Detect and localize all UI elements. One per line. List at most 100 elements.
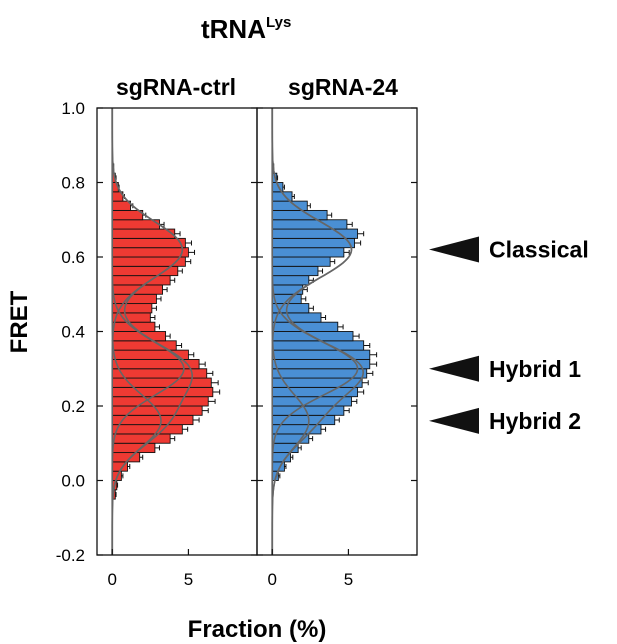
- error-bar: [354, 240, 362, 246]
- histogram-bar: [111, 256, 186, 267]
- y-tick-label: 0.2: [61, 397, 85, 416]
- y-tick-label: 1.0: [61, 99, 85, 118]
- chart-title: tRNALys: [201, 14, 291, 44]
- error-bar: [308, 436, 314, 442]
- error-bar: [115, 491, 117, 497]
- histogram-bar: [271, 247, 345, 258]
- error-bar: [327, 212, 333, 218]
- error-bar: [185, 240, 192, 246]
- histogram-bar: [271, 256, 331, 267]
- histogram-bar: [111, 228, 176, 239]
- error-bar: [165, 333, 171, 339]
- error-bar: [211, 380, 219, 386]
- error-bar: [182, 426, 189, 432]
- error-bar: [284, 464, 287, 470]
- histogram-bar: [111, 358, 200, 370]
- error-bar: [366, 370, 374, 376]
- histogram-bar: [111, 200, 131, 211]
- histogram-bar: [271, 237, 355, 249]
- histogram-bar: [271, 321, 339, 332]
- error-bar: [321, 315, 327, 321]
- error-bar: [188, 249, 196, 255]
- y-tick-label: 0.8: [61, 174, 85, 193]
- error-bar: [307, 203, 311, 209]
- error-bar: [321, 426, 327, 432]
- error-bar: [127, 464, 131, 470]
- x-tick-label: 5: [344, 570, 353, 589]
- x-tick-label: 0: [268, 570, 277, 589]
- error-bar: [357, 389, 365, 395]
- chart-title-superscript: Lys: [266, 14, 291, 31]
- error-bar: [121, 473, 124, 479]
- histogram-bar: [111, 424, 183, 435]
- error-bar: [154, 445, 160, 451]
- error-bar: [170, 436, 176, 442]
- histogram-bar: [271, 219, 348, 230]
- error-bar: [188, 352, 195, 358]
- error-bar: [276, 175, 279, 181]
- annotation-label: Hybrid 2: [489, 408, 581, 434]
- error-bar: [150, 315, 156, 321]
- error-bar: [343, 408, 350, 414]
- error-bar: [208, 398, 216, 404]
- histogram-bar: [271, 265, 319, 277]
- error-bar: [162, 287, 168, 293]
- y-tick-label: 0.0: [61, 472, 85, 491]
- histogram-bar: [271, 340, 365, 351]
- error-bar: [317, 268, 324, 274]
- error-bar: [278, 473, 281, 479]
- y-axis-label: FRET: [6, 290, 33, 353]
- histogram-bar: [111, 247, 189, 258]
- error-bar: [206, 370, 214, 376]
- error-bar: [185, 259, 192, 265]
- x-axis-label: Fraction (%): [188, 616, 327, 643]
- error-bar: [177, 268, 183, 274]
- error-bar: [353, 333, 360, 339]
- histogram-bar: [111, 219, 160, 230]
- error-bar: [363, 342, 371, 348]
- error-bar: [357, 231, 365, 237]
- error-bar: [290, 454, 294, 460]
- error-bar: [298, 445, 302, 451]
- histogram-bar: [111, 442, 156, 454]
- error-bar: [193, 417, 200, 423]
- x-axis: 0 5 0 5: [108, 549, 353, 589]
- error-bar: [176, 342, 183, 348]
- histogram-bar: [271, 209, 328, 221]
- x-tick-label: 0: [108, 570, 117, 589]
- error-bar: [202, 408, 209, 414]
- annotation-label: Hybrid 1: [489, 356, 581, 382]
- annotation-arrow: [429, 355, 479, 382]
- error-bar: [308, 305, 314, 311]
- panel-sgrna-ctrl: [96, 107, 258, 556]
- histogram-bar: [271, 312, 322, 323]
- x-tick-label: 5: [184, 570, 193, 589]
- error-bar: [330, 259, 336, 265]
- error-bar: [212, 389, 221, 395]
- histogram-bar: [111, 377, 212, 388]
- fit-curve-total: [271, 108, 365, 555]
- error-bar: [301, 296, 307, 302]
- y-tick-label: -0.2: [56, 546, 85, 565]
- histogram-bar: [271, 275, 310, 286]
- error-bar: [170, 277, 176, 283]
- annotation-arrow: [429, 236, 479, 263]
- annotation-label: Classical: [489, 237, 589, 263]
- error-bar: [199, 361, 206, 367]
- histogram-bar: [111, 209, 144, 221]
- histogram-bar: [111, 312, 151, 323]
- chart-title-text: tRNA: [201, 14, 266, 44]
- error-bar: [154, 324, 160, 330]
- error-bar: [369, 361, 378, 367]
- error-bar: [334, 417, 340, 423]
- error-bar: [292, 193, 295, 199]
- error-bar: [351, 398, 358, 404]
- error-bar: [369, 352, 378, 358]
- error-bar: [343, 249, 350, 255]
- histogram-bar: [271, 200, 308, 211]
- error-bar: [156, 296, 162, 302]
- error-bar: [139, 454, 144, 460]
- histogram-bar: [271, 349, 371, 360]
- histogram-bar: [111, 433, 171, 444]
